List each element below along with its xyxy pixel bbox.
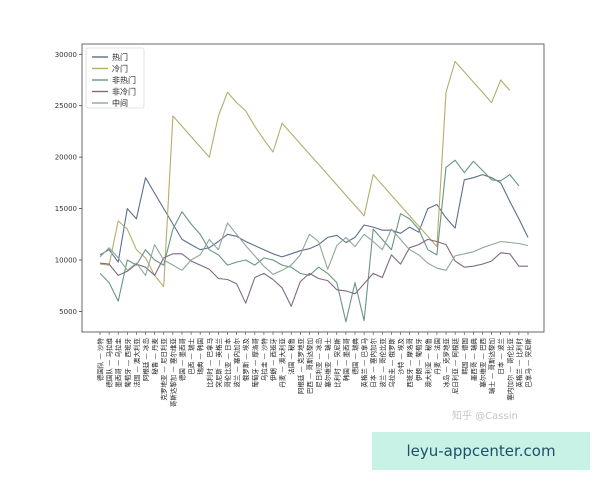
x-tick-label: 日本 — 波兰 [496,338,505,375]
x-tick-label: 沙特 — 埃及 [396,338,405,375]
series-line-2 [99,159,520,323]
x-tick-label: 塞内加尔 — 哥伦比亚 [505,338,514,401]
y-tick-label: 20000 [55,154,77,162]
legend-label: 中间 [112,98,128,108]
legend-label: 非热门 [112,75,136,85]
x-tick-label: 英格兰 — 比利时 [514,338,523,388]
x-tick-label: 阿根廷 — 冰岛 [141,338,150,381]
x-tick-label: 波兰 — 塞内加尔 [232,338,241,388]
x-tick-label: 日本 — 塞内加尔 [369,338,378,388]
x-tick-label: 比利时 — 突尼斯 [332,338,341,388]
x-tick-label: 韩国 — 德国 [460,338,469,375]
x-tick-label: 葡萄牙 — 西班牙 [123,338,132,388]
y-axis: 5000 10000 15000 20000 25000 30000 [55,51,82,316]
x-tick-label: 伊朗 — 葡萄牙 [414,338,423,382]
series-lines [99,60,529,323]
x-tick-label: 巴西 — 瑞士 [187,338,196,375]
x-tick-label: 葡萄牙 — 摩洛哥 [250,338,259,388]
x-tick-label: 法国 — 澳大利亚 [132,338,141,388]
x-tick-label: 丹麦 — 法国 [432,338,441,375]
series-line-3 [99,238,528,307]
x-tick-label: 墨西哥 — 瑞典 [469,338,478,382]
x-tick-label: 比利时 — 巴拿马 [205,338,214,388]
watermark: 知乎 @Cassin [452,411,518,422]
x-tick-label: 哥伦比亚 — 日本 [223,338,232,388]
x-tick-label: 秘鲁 — 丹麦 [150,338,159,375]
x-tick-label: 阿根廷 — 克罗地亚 [296,338,305,395]
x-tick-label: 哥斯达黎加 — 塞尔维亚 [168,338,177,408]
x-tick-label: 冰岛 — 克罗地亚 [442,338,451,388]
y-tick-label: 10000 [55,257,77,265]
x-tick-label: 塞尔维亚 — 巴西 [478,338,487,388]
x-tick-label: 巴拿马 — 突尼斯 [524,338,533,388]
y-tick-label: 5000 [59,308,77,316]
legend-box [85,47,145,109]
x-tick-label: 突尼斯 — 英格兰 [214,338,223,388]
legend-label: 冷门 [112,64,128,74]
x-tick-label: 英格兰 — 巴拿马 [360,338,369,388]
x-tick-label: 尼日利亚 — 冰岛 [314,338,323,388]
x-tick-label: 澳大利亚 — 秘鲁 [423,338,432,388]
x-tick-label: 克罗地亚 — 尼日利亚 [159,338,168,401]
x-tick-label: 波兰 — 哥伦比亚 [378,338,387,388]
y-tick-label: 30000 [55,51,77,59]
x-tick-label: 德国队 — 马拉维 [105,338,114,388]
x-tick-label: 瑞士 — 哥斯达黎加 [487,338,496,394]
series-line-4 [99,222,529,276]
x-tick-label: 巴西 — 哥斯达黎加 [305,338,314,394]
x-tick-label: 韩国 — 墨西哥 [341,338,350,382]
legend-label: 热门 [112,52,128,62]
plot-area [81,43,545,333]
x-tick-label: 墨西哥 — 乌拉圭 [114,338,123,388]
x-tick-label: 德国 — 瑞典 [350,338,359,375]
y-tick-label: 25000 [55,102,77,110]
series-line-0 [99,174,529,263]
site-banner[interactable]: leyu-appcenter.com [372,432,590,470]
x-tick-label: 丹麦 — 澳大利亚 [278,338,287,388]
legend-label: 非冷门 [112,87,136,97]
x-tick-label: 俄罗斯 — 埃及 [241,338,250,382]
x-tick-label: 德国队 — 沙特 [96,338,105,382]
x-tick-label: 瑞典 — 韩国 [196,338,205,375]
x-tick-label: 乌拉圭 — 沙特 [259,338,268,382]
x-tick-label: 法国 — 秘鲁 [287,338,296,375]
x-axis: 德国队 — 沙特 德国队 — 马拉维 墨西哥 — 乌拉圭 葡萄牙 — 西班牙 法国 — … [96,332,533,407]
y-tick-label: 15000 [55,205,77,213]
x-tick-label: 伊朗 — 西班牙 [269,338,278,382]
x-tick-label: 尼日利亚 — 阿根廷 [451,338,460,395]
series-line-1 [99,60,511,288]
x-tick-label: 乌拉圭 — 俄罗斯 [387,338,396,388]
x-tick-label: 塞尔维亚 — 瑞士 [323,338,332,388]
x-tick-label: 西班牙 — 摩洛哥 [405,338,414,388]
x-tick-label: 德国 — 墨西哥 [177,338,186,382]
